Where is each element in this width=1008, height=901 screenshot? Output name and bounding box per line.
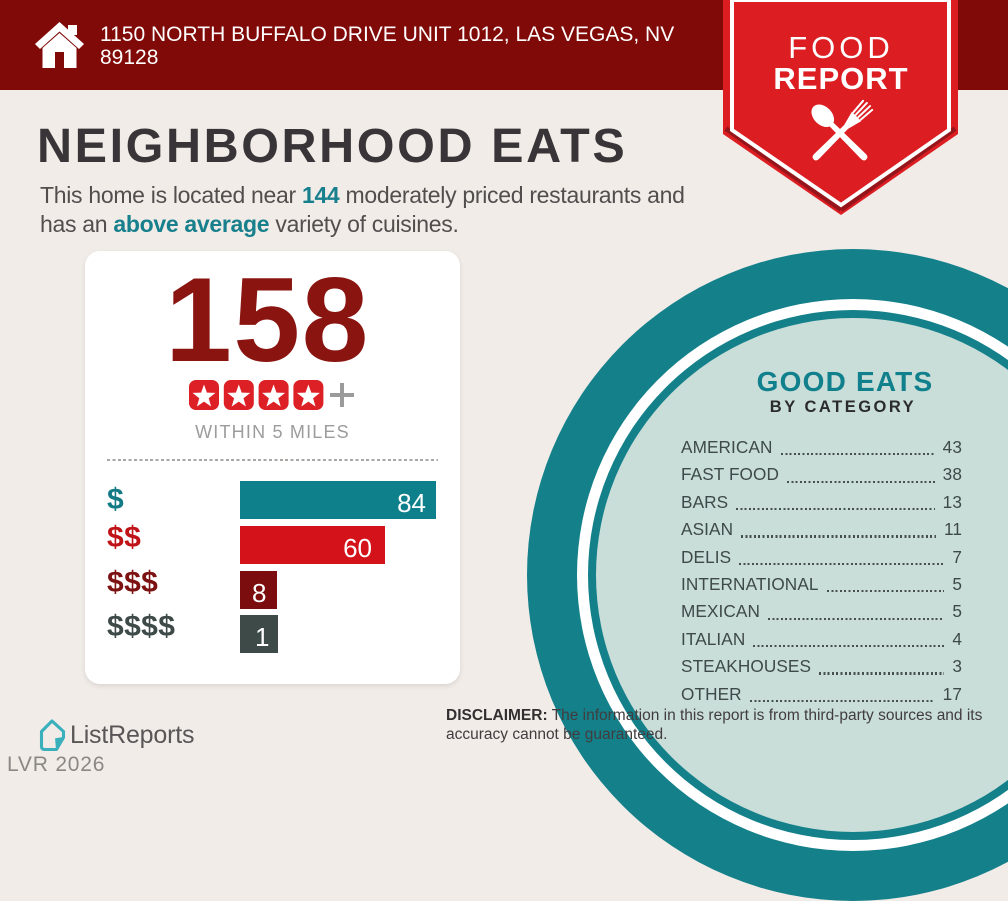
svg-text:REPORT: REPORT [773, 61, 908, 96]
svg-text:FOOD: FOOD [788, 30, 894, 65]
